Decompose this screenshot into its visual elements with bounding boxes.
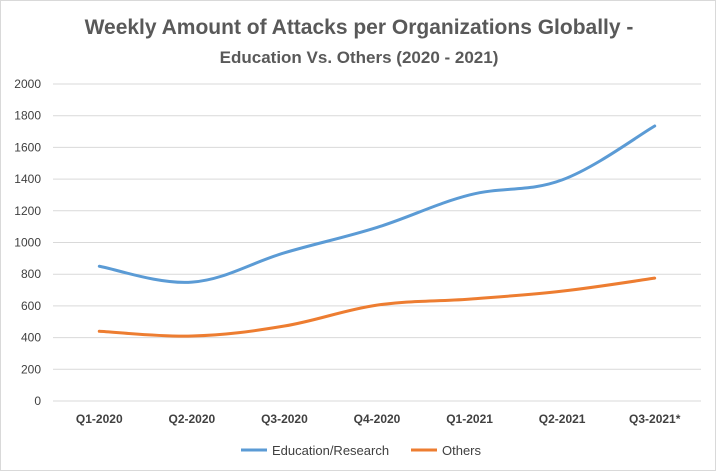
x-tick-label: Q1-2021: [446, 412, 493, 426]
x-tick-label: Q3-2021*: [629, 412, 681, 426]
legend-label-others: Others: [442, 443, 482, 458]
x-axis-ticks: Q1-2020 Q2-2020 Q3-2020 Q4-2020 Q1-2021 Q2-20…: [76, 412, 681, 426]
data-point: [97, 329, 102, 334]
data-point: [560, 177, 565, 182]
chart-subtitle: Education Vs. Others (2020 - 2021): [220, 48, 499, 67]
y-tick-label: 800: [21, 267, 41, 281]
data-point: [375, 303, 380, 308]
chart-title: Weekly Amount of Attacks per Organizatio…: [85, 16, 634, 39]
y-tick-label: 1400: [14, 172, 41, 186]
y-tick-label: 1600: [14, 140, 41, 154]
data-point: [375, 225, 380, 230]
data-point: [467, 192, 472, 197]
legend-label-education-research: Education/Research: [272, 443, 389, 458]
data-point: [282, 250, 287, 255]
y-tick-label: 1200: [14, 204, 41, 218]
y-tick-label: 200: [21, 362, 41, 376]
x-tick-label: Q2-2020: [169, 412, 216, 426]
series-lines: [97, 124, 657, 339]
x-tick-label: Q1-2020: [76, 412, 123, 426]
x-tick-label: Q2-2021: [539, 412, 586, 426]
data-point: [560, 289, 565, 294]
x-tick-label: Q3-2020: [261, 412, 308, 426]
series-line-others: [97, 276, 657, 338]
y-tick-label: 400: [21, 331, 41, 345]
data-point: [189, 280, 194, 285]
data-point: [97, 264, 102, 269]
y-axis-ticks: 0 200 400 600 800 1000 1200 1400 1600 1800 2000: [14, 77, 41, 408]
x-tick-label: Q4-2020: [354, 412, 401, 426]
data-point: [189, 334, 194, 339]
data-point: [652, 124, 657, 129]
legend: Education/Research Others: [241, 443, 482, 458]
y-tick-label: 600: [21, 299, 41, 313]
data-point: [467, 297, 472, 302]
series-line-education-research: [97, 124, 657, 284]
y-tick-label: 1000: [14, 236, 41, 250]
data-point: [282, 324, 287, 329]
data-point: [652, 276, 657, 281]
y-tick-label: 1800: [14, 109, 41, 123]
y-tick-label: 2000: [14, 77, 41, 91]
y-tick-label: 0: [34, 394, 41, 408]
gridlines: [53, 83, 701, 402]
